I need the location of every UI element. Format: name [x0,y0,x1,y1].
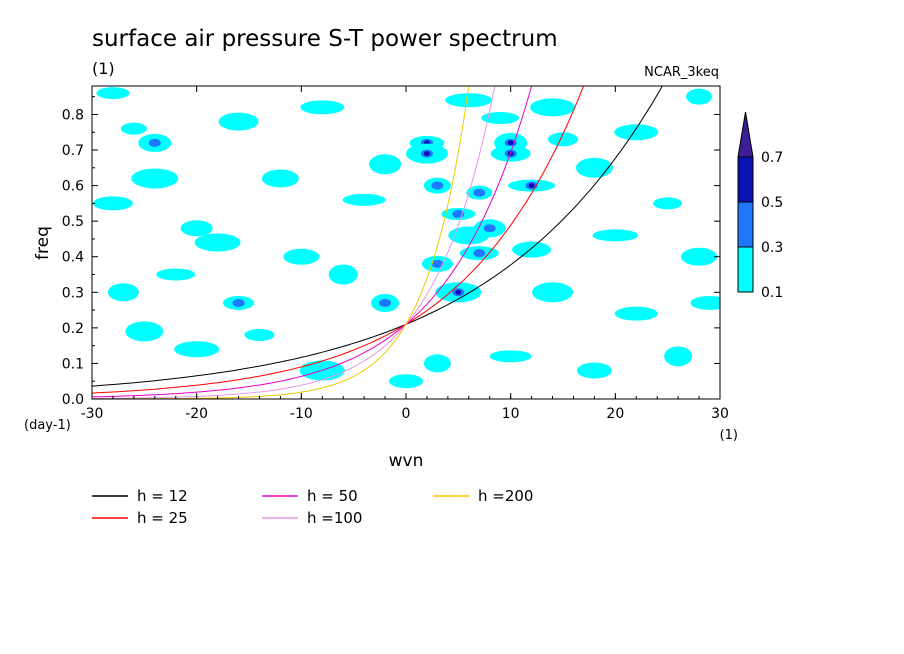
contour-patch [261,169,299,188]
legend-label: h = 50 [307,487,358,505]
legend-label: h = 12 [137,487,188,505]
chart-title: surface air pressure S-T power spectrum [92,26,558,52]
dispersion-line [92,86,663,387]
colorbar-label: 0.7 [761,150,783,166]
dispersion-line [92,86,585,394]
contour-patch [218,112,259,131]
contour-patch [512,241,552,258]
legend-label: h =200 [478,487,533,505]
contour-patch [548,132,578,147]
contour-patch [575,157,613,178]
colorbar-arrow [737,111,754,158]
contour-patch-high [483,224,496,233]
power-contours [92,87,720,389]
legend-label: h = 25 [137,509,188,527]
x-axis-unit: (1) [720,428,738,443]
contour-patch [194,233,241,252]
x-tick-label: 10 [502,406,520,422]
contour-patch [681,247,718,266]
y-tick-label: 0.3 [62,285,84,301]
axis-ticks: -30 -20 -10 0 10 20 30 0.0 0.1 0.2 0.3 0.4 0.5 0.6 0.7… [62,86,729,422]
contour-patch [96,87,130,100]
x-tick-label: -10 [290,406,313,422]
plot-area: -30 -20 -10 0 10 20 30 0.0 0.1 0.2 0.3 0.4 0.5 0.6 0.7… [62,85,729,422]
contour-patch [592,229,639,242]
x-tick-label: 30 [711,406,729,422]
contour-patch-high [232,298,245,307]
contour-patch-high [473,249,486,258]
y-tick-label: 0.2 [62,321,84,337]
contour-patch [614,124,659,141]
contour-patch [180,220,213,237]
contour-patch-peak [528,183,535,189]
x-tick-label: -20 [185,406,208,422]
contour-patch [244,328,275,341]
contour-patch [92,196,133,211]
colorbar-segment [737,156,754,203]
y-tick-label: 0.4 [62,250,84,266]
contour-patch [120,122,147,135]
x-tick-label: -30 [81,406,104,422]
contour-patch-peak [455,289,462,295]
contour-patch [445,93,493,108]
colorbar-label: 0.5 [761,195,783,211]
contour-patch [530,98,576,117]
colorbar-label: 0.3 [761,240,783,256]
dispersion-line [92,86,533,398]
legend: h = 12 h = 25 h = 50 h =100 h =200 [92,487,533,527]
contour-patch [489,350,532,363]
y-tick-label: 0.8 [62,107,84,123]
legend-label: h =100 [307,509,362,527]
model-label: NCAR_3keq [644,65,719,80]
contour-patch [653,197,683,210]
x-tick-label: 20 [606,406,624,422]
colorbar: 0.1 0.3 0.5 0.7 [737,111,783,301]
contour-patch [389,374,423,389]
contour-patch [690,295,720,310]
dispersion-curves [92,86,663,399]
contour-patch-peak [423,151,430,157]
contour-patch-high [379,298,392,307]
contour-patch [532,282,574,303]
y-tick-label: 0.6 [62,179,84,195]
contour-patch [664,346,693,367]
y-tick-label: 0.5 [62,214,84,230]
y-tick-label: 0.0 [62,392,84,408]
contour-patch [300,100,345,115]
dispersion-line [92,86,496,399]
x-tick-label: 0 [402,406,411,422]
x-axis-label: wvn [389,451,424,471]
y-tick-label: 0.1 [62,356,84,372]
contour-patch-high [473,188,486,197]
contour-patch [614,306,658,321]
contour-patch [174,341,220,358]
contour-patch [423,354,451,373]
contour-patch [686,88,713,105]
contour-patch-peak [507,140,514,146]
contour-patch-high [148,138,161,147]
contour-patch [283,248,320,265]
contour-patch-high [431,259,444,268]
chart-subtitle: (1) [92,59,115,78]
contour-patch [125,321,164,342]
contour-patch [481,112,520,125]
contour-patch [156,268,196,281]
contour-patch [131,168,179,189]
y-axis-unit: (day-1) [24,418,71,433]
y-axis-label: freq [33,226,53,260]
contour-patch [369,154,402,175]
colorbar-segment [737,201,754,248]
colorbar-label: 0.1 [761,285,783,301]
y-tick-label: 0.7 [62,143,84,159]
contour-patch [342,193,386,206]
colorbar-segment [737,246,754,293]
contour-patch [576,362,612,379]
contour-patch-high [431,181,444,190]
contour-patch [107,283,139,302]
contour-patch [328,264,358,285]
